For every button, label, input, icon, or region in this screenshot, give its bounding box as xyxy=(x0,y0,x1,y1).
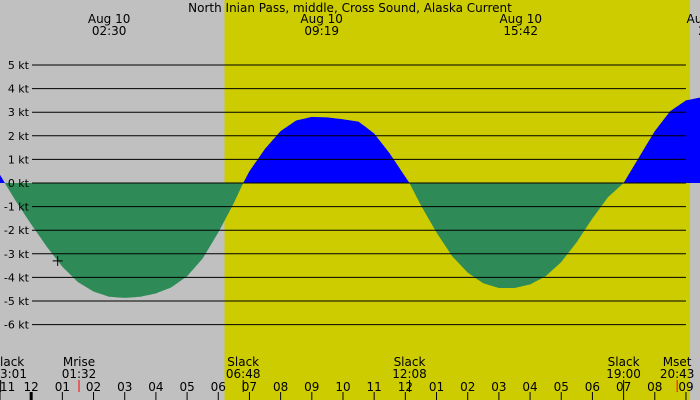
chart-title: North Inian Pass, middle, Cross Sound, A… xyxy=(188,1,512,15)
y-tick-label: -2 kt xyxy=(4,224,30,237)
top-date-label: Aug 10 xyxy=(687,12,700,26)
hour-label: 12 xyxy=(24,380,39,394)
hour-label: 03 xyxy=(117,380,132,394)
hour-label: 01 xyxy=(429,380,444,394)
hour-label: 09 xyxy=(678,380,693,394)
gridline-layer xyxy=(32,64,686,326)
top-time-label: 02:30 xyxy=(92,24,127,38)
hour-label: 07 xyxy=(616,380,631,394)
event-name-label: Slack xyxy=(394,355,426,369)
hour-label: 02 xyxy=(86,380,101,394)
hour-label: 12 xyxy=(398,380,413,394)
flood-area xyxy=(0,97,700,183)
y-tick-label: 1 kt xyxy=(8,153,30,166)
y-tick-label: -5 kt xyxy=(4,295,30,308)
hour-label: 02 xyxy=(460,380,475,394)
top-time-label: 09:19 xyxy=(304,24,339,38)
event-time-label: 20:43 xyxy=(660,367,695,381)
hour-label: 05 xyxy=(179,380,194,394)
ebb-area xyxy=(0,183,700,298)
event-time-label: 06:48 xyxy=(226,367,261,381)
top-date-label: Aug 10 xyxy=(88,12,131,26)
hour-label: 04 xyxy=(148,380,163,394)
hour-label: 03 xyxy=(491,380,506,394)
hour-label: 07 xyxy=(242,380,257,394)
hour-label: 11 xyxy=(367,380,382,394)
top-date-label: Aug 10 xyxy=(300,12,343,26)
y-tick-label: -4 kt xyxy=(4,271,30,284)
event-name-label: Slack xyxy=(608,355,640,369)
y-tick-label: 4 kt xyxy=(8,83,30,96)
y-tick-label: 0 kt xyxy=(8,177,30,190)
hour-label: 04 xyxy=(522,380,537,394)
current-area-layer xyxy=(0,97,700,298)
hour-label: 08 xyxy=(647,380,662,394)
hour-label: 09 xyxy=(304,380,319,394)
y-tick-label: 2 kt xyxy=(8,130,30,143)
event-time-label: 3:01 xyxy=(0,367,27,381)
event-name-label: Mrise xyxy=(63,355,95,369)
hour-label: 05 xyxy=(554,380,569,394)
top-time-label: 15:42 xyxy=(503,24,538,38)
event-time-label: 12:08 xyxy=(392,367,427,381)
event-time-label: 01:32 xyxy=(62,367,97,381)
hour-label: 06 xyxy=(211,380,226,394)
event-time-label: 19:00 xyxy=(606,367,641,381)
event-name-label: lack xyxy=(0,355,24,369)
hour-label: 06 xyxy=(585,380,600,394)
event-name-label: Slack xyxy=(227,355,259,369)
bottom-axis-layer: lack3:01Mrise01:32Slack06:48Slack12:08Sl… xyxy=(0,355,694,400)
cursor-layer xyxy=(52,255,63,266)
hour-label: 11 xyxy=(0,380,15,394)
y-tick-label-layer: 5 kt 4 kt 3 kt 2 kt 1 kt 0 kt -1 kt -2 kt -3 kt -… xyxy=(4,59,30,332)
hour-label: 01 xyxy=(55,380,70,394)
y-tick-label: 5 kt xyxy=(8,59,30,72)
event-name-label: Mset xyxy=(663,355,692,369)
hour-label: 08 xyxy=(273,380,288,394)
top-time-label: 21: xyxy=(698,24,700,38)
y-tick-label: -6 kt xyxy=(4,319,30,332)
y-tick-label: -1 kt xyxy=(4,201,30,214)
hour-label: 10 xyxy=(335,380,350,394)
top-date-label: Aug 10 xyxy=(499,12,542,26)
y-tick-label: -3 kt xyxy=(4,248,30,261)
y-tick-label: 3 kt xyxy=(8,106,30,119)
